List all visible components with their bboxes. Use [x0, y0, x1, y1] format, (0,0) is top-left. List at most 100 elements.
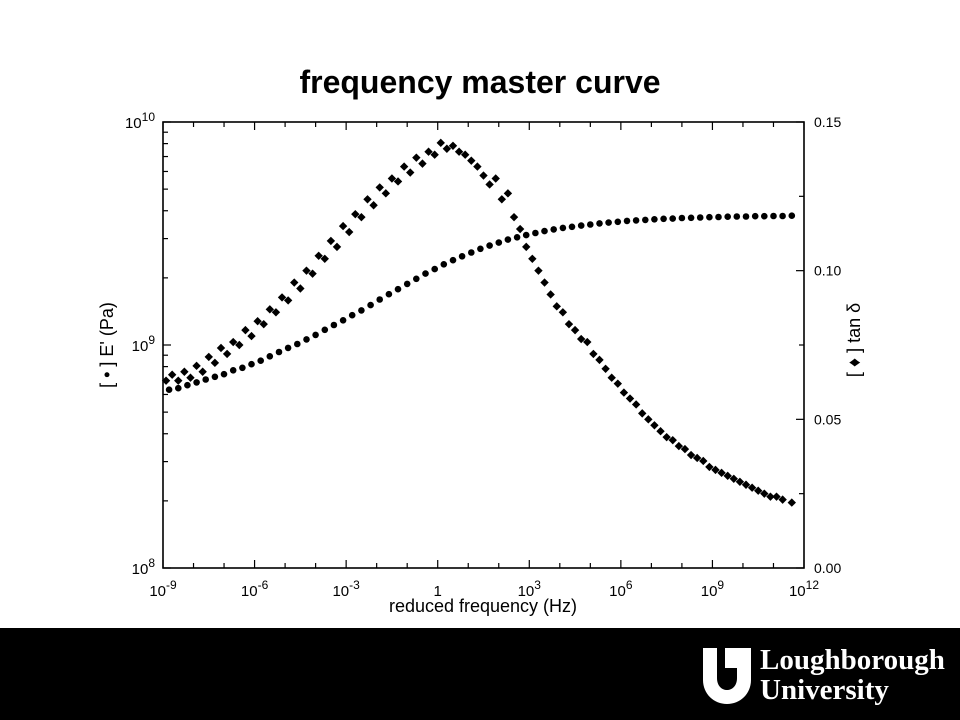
- right-y-tick-label: 0.05: [814, 411, 841, 427]
- tan-delta-point: [674, 441, 684, 451]
- tan-delta-point: [787, 498, 796, 507]
- tan-delta-point: [216, 343, 226, 353]
- tan-delta-point: [247, 331, 256, 341]
- storage-modulus-point: [587, 221, 594, 228]
- storage-modulus-point: [779, 212, 786, 220]
- storage-modulus-point: [211, 373, 219, 381]
- logo-line-2: University: [760, 674, 889, 706]
- storage-modulus-point: [284, 344, 292, 352]
- tan-delta-point: [467, 156, 476, 165]
- storage-modulus-point: [248, 360, 255, 368]
- slide-title: frequency master curve: [299, 64, 661, 100]
- tan-delta-point: [692, 453, 702, 463]
- right-y-tick-label: 0.15: [814, 114, 841, 130]
- storage-modulus-point: [175, 384, 182, 392]
- left-y-axis-ticks: 108 109 1010: [125, 110, 171, 578]
- storage-modulus-point: [184, 381, 191, 389]
- tan-delta-point: [222, 349, 232, 359]
- storage-modulus-point: [513, 234, 521, 241]
- tan-delta-point: [479, 171, 488, 180]
- storage-modulus-point: [495, 239, 503, 246]
- tan-delta-point: [503, 189, 513, 198]
- x-tick-label: 1: [434, 583, 442, 600]
- storage-modulus-point: [678, 214, 686, 222]
- tan-delta-point: [515, 224, 525, 234]
- storage-modulus-point: [339, 317, 347, 324]
- tan-delta-point: [363, 195, 372, 204]
- storage-modulus-point: [614, 218, 622, 226]
- storage-modulus-point: [696, 214, 704, 221]
- storage-modulus-point: [642, 216, 649, 224]
- x-tick-label: 103: [518, 578, 542, 600]
- tan-delta-point: [381, 189, 391, 198]
- tan-delta-point: [412, 153, 421, 162]
- tan-delta-point: [485, 180, 494, 189]
- tan-delta-point: [460, 150, 470, 159]
- storage-modulus-point: [257, 357, 265, 365]
- storage-modulus-point: [385, 290, 393, 298]
- tan-delta-point: [583, 337, 592, 347]
- tan-delta-point: [448, 141, 458, 150]
- storage-modulus-point: [733, 213, 741, 220]
- tan-delta-point: [271, 308, 281, 317]
- right-y-tick-label: 0.10: [814, 263, 841, 279]
- tan-delta-point: [229, 337, 238, 347]
- tan-delta-point: [735, 477, 745, 486]
- tan-delta-point: [180, 367, 189, 376]
- storage-modulus-point: [706, 213, 713, 221]
- storage-modulus-point: [761, 212, 768, 220]
- university-shield-icon: [703, 648, 751, 704]
- storage-modulus-point: [632, 217, 640, 224]
- x-tick-label: 1012: [789, 578, 819, 600]
- tan-delta-point: [650, 421, 659, 430]
- storage-modulus-point: [348, 311, 356, 319]
- tan-delta-point: [717, 468, 726, 478]
- tan-delta-point: [528, 254, 537, 263]
- tan-delta-point: [351, 209, 360, 219]
- storage-modulus-point: [403, 280, 411, 288]
- storage-modulus-point: [422, 270, 429, 277]
- storage-modulus-point: [367, 301, 374, 309]
- storage-modulus-point: [275, 348, 283, 356]
- tan-delta-point: [430, 150, 439, 159]
- tan-delta-point: [778, 495, 787, 504]
- tan-delta-point: [442, 144, 452, 153]
- tan-delta-point: [564, 319, 574, 329]
- storage-modulus-point: [440, 261, 448, 268]
- left-y-tick-label: 108: [132, 556, 156, 578]
- storage-modulus-point: [541, 227, 548, 235]
- storage-modulus-point: [193, 379, 200, 386]
- tan-delta-point: [473, 162, 482, 171]
- storage-modulus-point: [504, 236, 512, 243]
- storage-modulus-point: [770, 212, 777, 220]
- storage-modulus-point: [413, 275, 420, 283]
- logo-line-1: Loughborough: [760, 644, 945, 676]
- tan-delta-point: [161, 376, 171, 385]
- storage-modulus-point: [165, 386, 173, 394]
- x-tick-label: 106: [609, 578, 633, 600]
- tan-delta-point: [534, 266, 543, 275]
- tan-delta-point: [625, 394, 635, 403]
- tan-delta-point: [601, 364, 610, 373]
- tan-delta-point: [186, 373, 195, 382]
- storage-modulus-point: [312, 331, 319, 339]
- storage-modulus-point: [330, 321, 338, 329]
- tan-delta-point: [497, 195, 507, 204]
- tan-delta-point: [638, 409, 647, 418]
- master-curve-chart: 10-9 10-6 10-3 1 103 106 109 1012 108 109 1010 0.…: [97, 110, 864, 616]
- storage-modulus-point: [605, 219, 612, 226]
- tan-delta-point: [167, 370, 177, 379]
- left-y-axis-label: [ • ] E' (Pa): [97, 302, 117, 388]
- storage-modulus-point: [742, 213, 750, 220]
- tan-delta-point: [570, 325, 580, 335]
- tan-delta-point: [277, 293, 287, 302]
- tan-delta-point: [644, 415, 653, 424]
- tan-delta-point: [509, 212, 519, 222]
- storage-modulus-point: [559, 224, 567, 232]
- tan-delta-point: [259, 319, 268, 329]
- tan-delta-point: [576, 334, 586, 344]
- tan-delta-point: [424, 147, 433, 156]
- tan-delta-point: [296, 284, 305, 293]
- storage-modulus-point: [358, 307, 365, 314]
- x-tick-label: 109: [701, 578, 725, 600]
